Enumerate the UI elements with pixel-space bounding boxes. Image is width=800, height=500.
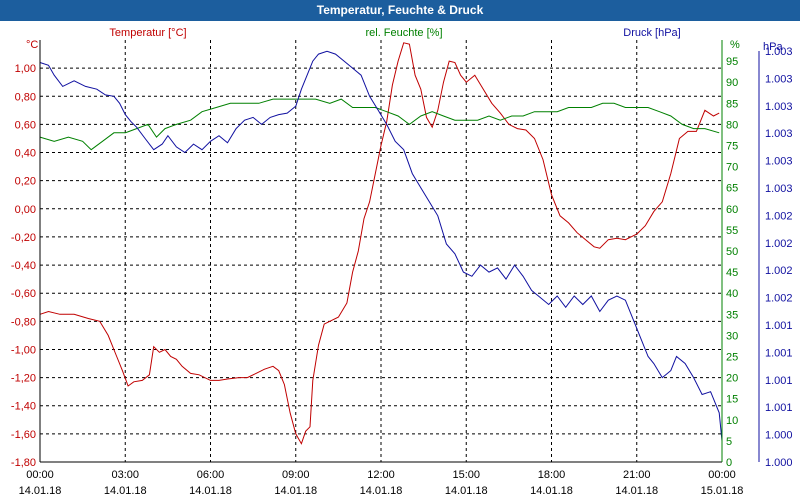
- humidity-tick-label: 60: [726, 204, 738, 216]
- temperature-tick-label: 0,20: [15, 176, 36, 188]
- x-tick-date: 14.01.18: [615, 485, 658, 497]
- temperature-tick-label: -1,80: [11, 457, 36, 469]
- x-tick-date: 14.01.18: [445, 485, 488, 497]
- pressure-tick-label: 1.003: [765, 73, 793, 85]
- pressure-unit-label: hPa: [763, 41, 783, 53]
- pressure-tick-label: 1.002: [765, 293, 793, 305]
- pressure-tick-label: 1.002: [765, 238, 793, 250]
- x-tick-time: 18:00: [538, 469, 566, 481]
- temperature-tick-label: -1,00: [11, 344, 36, 356]
- pressure-axis-title: Druck [hPa]: [623, 27, 680, 39]
- humidity-tick-label: 50: [726, 246, 738, 258]
- x-tick-date: 14.01.18: [360, 485, 403, 497]
- pressure-tick-label: 1.000: [765, 457, 793, 469]
- humidity-tick-label: 35: [726, 309, 738, 321]
- humidity-tick-label: 85: [726, 98, 738, 110]
- x-tick-date: 14.01.18: [189, 485, 232, 497]
- x-tick-date: 14.01.18: [274, 485, 317, 497]
- x-tick-time: 00:00: [26, 469, 54, 481]
- humidity-tick-label: 30: [726, 330, 738, 342]
- temperature-tick-label: -0,20: [11, 232, 36, 244]
- temperature-tick-label: -0,80: [11, 316, 36, 328]
- chart-title: Temperatur, Feuchte & Druck: [0, 0, 800, 21]
- x-tick-time: 21:00: [623, 469, 651, 481]
- x-tick-time: 12:00: [367, 469, 395, 481]
- temperature-unit-label: °C: [26, 39, 38, 51]
- humidity-tick-label: 55: [726, 225, 738, 237]
- x-tick-time: 06:00: [197, 469, 225, 481]
- humidity-tick-label: 20: [726, 373, 738, 385]
- axis-layer: -1,80 -1,60 -1,40 -1,20 -1,00 -0,80 -0,60 -0,40…: [11, 40, 793, 497]
- temperature-axis-title: Temperatur [°C]: [109, 27, 186, 39]
- humidity-tick-label: 70: [726, 162, 738, 174]
- humidity-tick-label: 65: [726, 183, 738, 195]
- pressure-tick-label: 1.001: [765, 402, 793, 414]
- humidity-tick-label: 10: [726, 415, 738, 427]
- pressure-tick-label: 1.003: [765, 46, 793, 58]
- temperature-tick-label: 0,80: [15, 91, 36, 103]
- series-line-pressure: [39, 50, 723, 441]
- chart-area: °C Temperatur [°C] rel. Feuchte [%] Druc…: [0, 21, 800, 500]
- x-tick-date: 14.01.18: [530, 485, 573, 497]
- series-layer: [39, 42, 723, 445]
- temperature-tick-label: -0,60: [11, 288, 36, 300]
- humidity-tick-label: 15: [726, 394, 738, 406]
- chart-background: [0, 21, 800, 500]
- pressure-tick-label: 1.002: [765, 265, 793, 277]
- humidity-tick-label: 0: [726, 457, 732, 469]
- pressure-tick-label: 1.000: [765, 430, 793, 442]
- humidity-tick-label: 90: [726, 77, 738, 89]
- temperature-tick-label: -0,40: [11, 260, 36, 272]
- pressure-tick-label: 1.001: [765, 347, 793, 359]
- temperature-tick-label: -1,60: [11, 429, 36, 441]
- pressure-tick-label: 1.001: [765, 320, 793, 332]
- pressure-tick-label: 1.003: [765, 101, 793, 113]
- humidity-tick-label: 25: [726, 352, 738, 364]
- humidity-tick-label: 95: [726, 56, 738, 68]
- pressure-tick-label: 1.003: [765, 156, 793, 168]
- x-tick-date: 14.01.18: [19, 485, 62, 497]
- x-tick-date: 15.01.18: [701, 485, 744, 497]
- pressure-tick-label: 1.002: [765, 210, 793, 222]
- humidity-axis-title: rel. Feuchte [%]: [365, 27, 442, 39]
- humidity-tick-label: 40: [726, 288, 738, 300]
- temperature-tick-label: 0,60: [15, 119, 36, 131]
- pressure-tick-label: 1.003: [765, 128, 793, 140]
- pressure-tick-label: 1.001: [765, 375, 793, 387]
- temperature-tick-label: 0,00: [15, 204, 36, 216]
- x-tick-time: 03:00: [111, 469, 139, 481]
- temperature-tick-label: 0,40: [15, 148, 36, 160]
- x-tick-time: 09:00: [282, 469, 310, 481]
- temperature-tick-label: -1,20: [11, 373, 36, 385]
- humidity-tick-label: 75: [726, 141, 738, 153]
- temperature-tick-label: 1,00: [15, 63, 36, 75]
- pressure-tick-label: 1.003: [765, 183, 793, 195]
- temperature-tick-label: -1,40: [11, 401, 36, 413]
- x-tick-time: 00:00: [708, 469, 736, 481]
- series-line-temperature: [39, 42, 720, 445]
- humidity-tick-label: 45: [726, 267, 738, 279]
- x-tick-date: 14.01.18: [104, 485, 147, 497]
- humidity-unit-label: %: [730, 39, 740, 51]
- humidity-tick-label: 80: [726, 119, 738, 131]
- x-tick-time: 15:00: [452, 469, 480, 481]
- series-line-humidity: [39, 98, 720, 151]
- humidity-tick-label: 5: [726, 436, 732, 448]
